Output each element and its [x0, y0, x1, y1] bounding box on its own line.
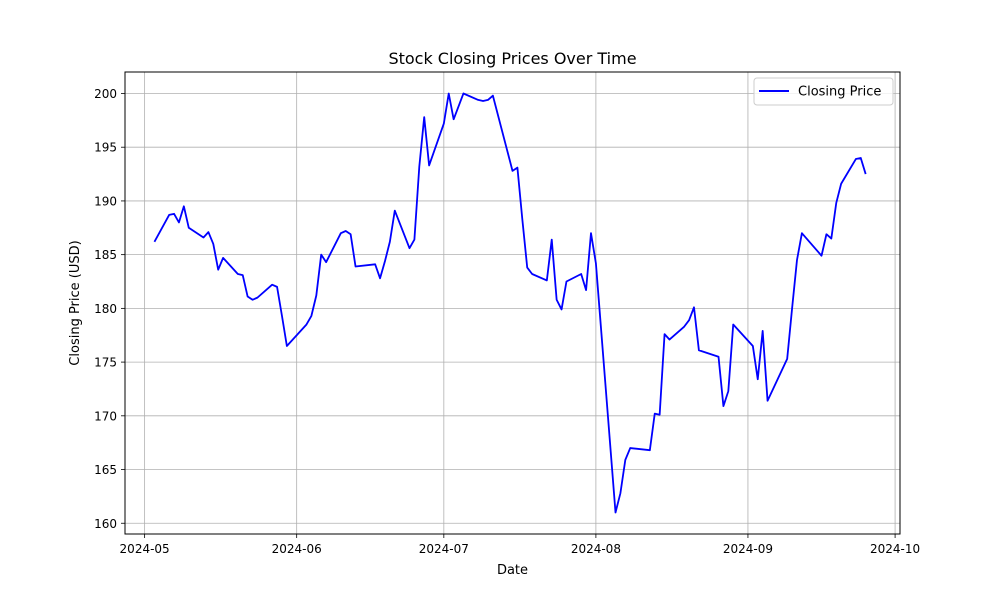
legend-box — [753, 77, 894, 106]
x-tick-label: 2024-05 — [120, 542, 170, 556]
y-tick-label: 170 — [94, 409, 117, 423]
legend: Closing Price — [753, 77, 894, 106]
y-tick-label: 180 — [94, 302, 117, 316]
y-tick-label: 190 — [94, 194, 117, 208]
x-tick-label: 2024-08 — [571, 542, 621, 556]
y-tick-label: 195 — [94, 141, 117, 155]
y-tick-label: 185 — [94, 248, 117, 262]
x-tick-label: 2024-10 — [870, 542, 920, 556]
x-tick-label: 2024-07 — [419, 542, 469, 556]
y-tick-label: 175 — [94, 356, 117, 370]
y-tick-label: 160 — [94, 517, 117, 531]
x-axis-label: Date — [497, 563, 528, 578]
y-axis-label: Closing Price (USD) — [68, 240, 83, 365]
y-axis: 160 165 170 175 180 185 190 195 200 — [94, 87, 125, 531]
chart-title: Stock Closing Prices Over Time — [388, 49, 636, 68]
plot-frame — [124, 71, 901, 535]
series-line-closing-price — [153, 92, 867, 514]
x-axis: 2024-05 2024-06 2024-07 2024-08 2024-09 2024-… — [120, 534, 920, 556]
legend-label: Closing Price — [798, 85, 881, 100]
y-tick-label: 165 — [94, 463, 117, 477]
x-tick-label: 2024-09 — [723, 542, 773, 556]
grid — [125, 72, 900, 534]
series-layer — [153, 92, 867, 514]
x-tick-label: 2024-06 — [272, 542, 322, 556]
y-tick-label: 200 — [94, 87, 117, 101]
